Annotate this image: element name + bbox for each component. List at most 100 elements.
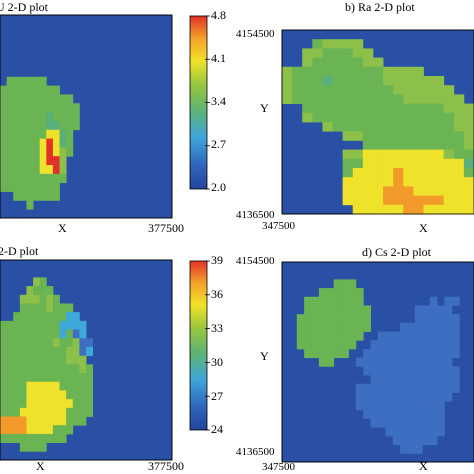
heatmap-cell bbox=[413, 94, 424, 104]
heatmap-cell bbox=[0, 381, 8, 391]
heatmap-cell bbox=[392, 366, 401, 376]
heatmap-cell bbox=[292, 85, 303, 95]
heatmap-cell bbox=[26, 320, 34, 330]
heatmap-cell bbox=[6, 433, 14, 444]
heatmap-cell bbox=[6, 338, 14, 348]
heatmap-cell bbox=[355, 392, 364, 402]
colorbar-c-tick-4: 36 bbox=[211, 287, 223, 301]
heatmap-cell bbox=[13, 433, 21, 444]
heatmap-cell bbox=[332, 57, 344, 68]
heatmap-cell bbox=[66, 355, 74, 365]
heatmap-cell bbox=[429, 331, 438, 341]
heatmap-cell bbox=[292, 94, 303, 104]
heatmap-cell bbox=[348, 288, 357, 298]
heatmap-cell bbox=[39, 390, 47, 400]
heatmap-cell bbox=[414, 383, 423, 393]
heatmap-cell bbox=[413, 158, 424, 169]
heatmap-cell bbox=[322, 39, 333, 49]
heatmap-cell bbox=[341, 296, 349, 306]
heatmap-cell bbox=[59, 129, 67, 139]
heatmap-cell bbox=[59, 112, 67, 122]
heatmap-cell bbox=[422, 375, 431, 385]
heatmap-cell bbox=[39, 416, 47, 426]
heatmap-cell bbox=[453, 158, 465, 169]
heatmap-cell bbox=[52, 338, 60, 348]
heatmap-cell bbox=[59, 94, 67, 104]
heatmap-cell bbox=[443, 177, 455, 187]
heatmap-cell bbox=[433, 76, 445, 86]
heatmap-cell bbox=[463, 168, 474, 178]
heatmap-cell bbox=[400, 444, 408, 454]
heatmap-cell bbox=[0, 173, 8, 184]
heatmap-cell bbox=[46, 138, 54, 148]
heatmap-cell bbox=[413, 85, 424, 95]
heatmap-cell bbox=[13, 355, 21, 365]
heatmap-cell bbox=[429, 435, 438, 446]
heatmap-cell bbox=[393, 177, 404, 187]
heatmap-cell bbox=[0, 355, 8, 365]
heatmap-cell bbox=[413, 186, 424, 196]
heatmap-cell bbox=[414, 375, 423, 385]
heatmap-cell bbox=[378, 418, 386, 428]
heatmap-cell bbox=[433, 158, 445, 169]
heatmap-cell bbox=[392, 357, 401, 367]
heatmap-cell bbox=[19, 373, 27, 383]
heatmap-cell bbox=[414, 401, 423, 411]
heatmap-cell bbox=[392, 383, 401, 393]
heatmap-cell bbox=[372, 131, 384, 141]
heatmap-cell bbox=[355, 401, 364, 411]
heatmap-cell bbox=[403, 85, 414, 95]
heatmap-cell bbox=[39, 407, 47, 417]
heatmap-cell bbox=[6, 165, 14, 175]
heatmap-cell bbox=[372, 177, 384, 187]
heatmap-cell bbox=[33, 182, 41, 192]
title-cs: d) Cs 2-D plot bbox=[362, 245, 432, 259]
heatmap-cell bbox=[6, 320, 14, 330]
heatmap-cell bbox=[6, 85, 14, 95]
heatmap-cell bbox=[322, 57, 333, 68]
heatmap-cell bbox=[26, 200, 34, 210]
colorbar-u-tick-1: 2.7 bbox=[211, 137, 226, 151]
heatmap-cell bbox=[383, 94, 394, 104]
heatmap-cell bbox=[352, 76, 364, 86]
title-u: U 2-D plot bbox=[0, 0, 49, 14]
heatmap-cell bbox=[86, 338, 94, 348]
heatmap-cell bbox=[407, 435, 416, 446]
heatmap-cell bbox=[79, 355, 87, 365]
heatmap-cell bbox=[463, 149, 474, 160]
heatmap-cell bbox=[403, 112, 414, 123]
heatmap-cell bbox=[422, 314, 431, 324]
heatmap-cell bbox=[46, 147, 54, 157]
heatmap-cell bbox=[383, 149, 394, 160]
heatmap-cell bbox=[362, 103, 374, 114]
heatmap-cell bbox=[451, 348, 460, 359]
heatmap-cell bbox=[407, 375, 416, 385]
heatmap-cell bbox=[13, 312, 21, 322]
heatmap-cell bbox=[6, 94, 14, 104]
heatmap-cell bbox=[318, 314, 327, 324]
heatmap-cell bbox=[59, 338, 67, 348]
heatmap-cell bbox=[463, 186, 474, 196]
heatmap-cell bbox=[59, 381, 67, 391]
heatmap-cell bbox=[341, 322, 349, 332]
heatmap-cell bbox=[72, 338, 80, 348]
heatmap-cell bbox=[66, 338, 74, 348]
heatmap-cell bbox=[13, 156, 21, 166]
heatmap-cell bbox=[444, 366, 453, 376]
heatmap-cell bbox=[66, 120, 74, 131]
heatmap-cell bbox=[355, 296, 364, 306]
heatmap-cell bbox=[372, 57, 384, 68]
heatmap-cell bbox=[322, 76, 333, 86]
heatmap-cell bbox=[292, 66, 303, 77]
heatmap-cell bbox=[378, 331, 386, 341]
heatmap-cell bbox=[433, 131, 445, 141]
heatmap-cell bbox=[304, 340, 312, 350]
heatmap-cell bbox=[423, 204, 434, 215]
heatmap-cell bbox=[370, 401, 379, 411]
heatmap-cell bbox=[33, 425, 41, 435]
heatmap-cell bbox=[422, 418, 431, 428]
heatmap-cell bbox=[392, 435, 401, 446]
heatmap-cell bbox=[311, 348, 320, 359]
colorbar-u-tick-4: 4.8 bbox=[211, 8, 226, 22]
heatmap-cell bbox=[407, 409, 416, 419]
